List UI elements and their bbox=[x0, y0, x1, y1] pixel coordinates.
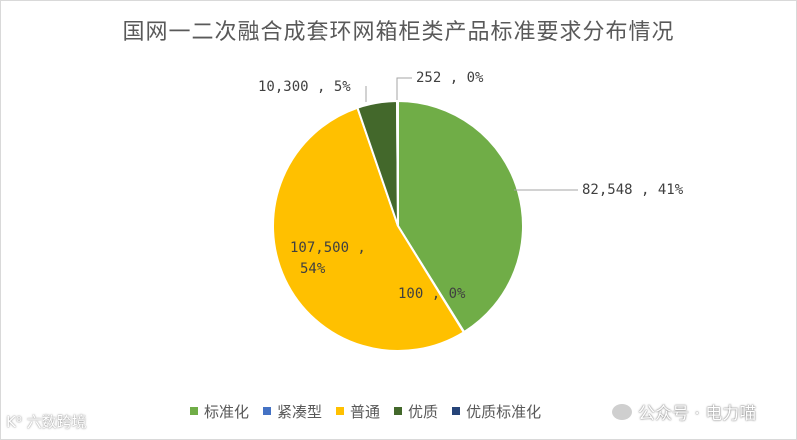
legend-item-standard: 标准化 bbox=[190, 401, 249, 422]
data-label: 107,500 , 54% bbox=[290, 240, 366, 277]
data-label: 82,548 , 41% bbox=[582, 182, 684, 198]
legend-swatch bbox=[263, 407, 272, 415]
legend-label: 标准化 bbox=[204, 402, 250, 421]
legend-label: 普通 bbox=[350, 402, 381, 421]
legend-swatch bbox=[336, 407, 345, 415]
legend-item-normal: 普通 bbox=[336, 401, 380, 422]
wechat-icon bbox=[612, 403, 632, 420]
legend: 标准化 紧凑型 普通 优质 优质标准化 bbox=[190, 400, 541, 422]
legend-swatch bbox=[452, 407, 461, 415]
legend-label: 优质 bbox=[408, 402, 439, 421]
legend-item-premium-standard: 优质标准化 bbox=[452, 401, 541, 422]
chart-title: 国网一二次融合成套环网箱柜类产品标准要求分布情况 bbox=[122, 20, 675, 45]
leader-line bbox=[396, 77, 412, 100]
data-label: 10,300 , 5% bbox=[258, 79, 351, 95]
watermark-right: 公众号 · 电力喵 bbox=[612, 399, 756, 424]
legend-label: 优质标准化 bbox=[466, 402, 542, 421]
slice-normal bbox=[271, 106, 466, 352]
legend-swatch bbox=[394, 407, 403, 415]
slice-premium-standard bbox=[396, 99, 399, 227]
data-label: 100 , 0% bbox=[398, 286, 466, 302]
legend-swatch bbox=[190, 407, 198, 415]
legend-label: 紧凑型 bbox=[277, 402, 323, 421]
watermark-right-text: 公众号 · 电力喵 bbox=[638, 404, 757, 424]
watermark-left: K⁰ 六数跨境 bbox=[6, 413, 87, 431]
legend-item-premium: 优质 bbox=[394, 401, 438, 422]
legend-item-compact: 紧凑型 bbox=[263, 401, 322, 422]
data-label: 252 , 0% bbox=[416, 70, 484, 86]
